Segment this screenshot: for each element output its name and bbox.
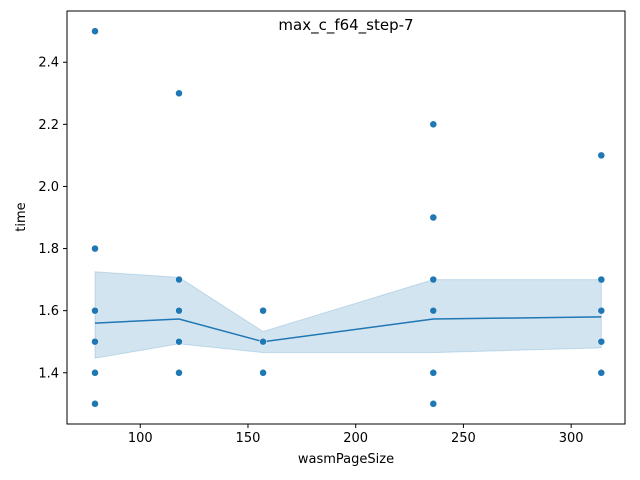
scatter-point [91,244,99,253]
scatter-point [175,369,183,377]
y-tick-label: 1.6 [38,304,59,319]
x-axis-label: wasmPageSize [298,452,394,467]
scatter-point [259,369,267,377]
scatter-point [91,369,99,377]
plot-area [91,27,606,408]
x-tick-label: 100 [128,431,153,446]
scatter-point [175,275,183,284]
scatter-point [91,400,99,408]
scatter-point [91,306,99,315]
scatter-point [597,337,606,346]
y-axis-ticks: 1.4 1.6 1.8 2.0 2.2 2.4 [38,56,67,381]
scatter-point [175,306,183,315]
axes: 100 150 200 250 300 1.4 1.6 1.8 2.0 2.2 2.4 [38,10,626,446]
x-tick-label: 250 [451,431,476,446]
y-tick-label: 2.0 [38,180,59,195]
scatter-point [429,400,438,408]
scatter-point [429,306,438,315]
y-tick-label: 1.4 [38,366,59,381]
scatter-point [91,27,99,35]
chart-title: max_c_f64_step-7 [278,16,413,35]
scatter-point [429,120,438,129]
y-tick-label: 1.8 [38,242,59,257]
y-axis-label: time [14,202,29,231]
scatter-point [91,337,99,346]
scatter-point [175,89,183,98]
scatter-point [597,369,606,377]
scatter-point [597,306,606,315]
scatter-point [175,337,183,346]
x-tick-label: 300 [559,431,584,446]
y-tick-label: 2.4 [38,56,59,71]
scatter-point [597,275,606,284]
plot-frame [66,10,626,425]
x-tick-label: 200 [343,431,368,446]
scatter-point [429,369,438,377]
scatter-points-layer [91,27,606,408]
x-tick-label: 150 [236,431,261,446]
scatter-point [259,306,267,315]
scatter-point [597,151,606,160]
confidence-band-layer [94,271,602,359]
y-tick-label: 2.2 [38,118,59,133]
scatter-point [259,337,267,346]
confidence-band [94,271,602,359]
scatter-point [429,213,438,222]
scatter-point [429,275,438,284]
x-axis-ticks: 100 150 200 250 300 [128,424,584,446]
